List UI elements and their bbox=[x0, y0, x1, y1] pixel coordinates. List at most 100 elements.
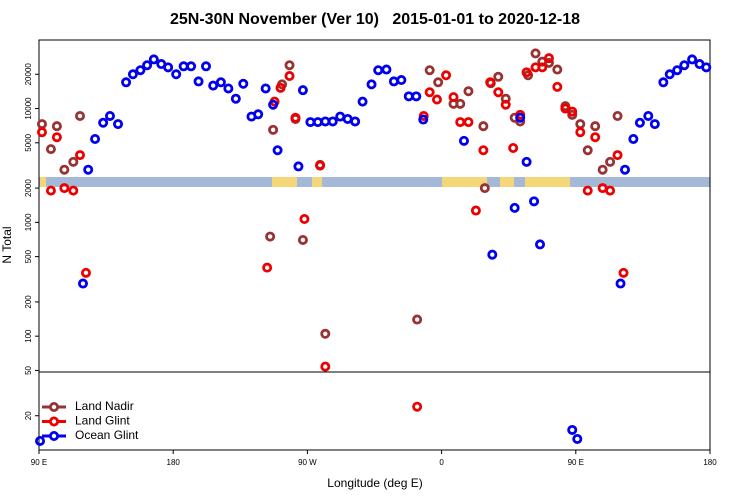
point bbox=[68, 156, 79, 167]
y-tick-label: 500 bbox=[24, 249, 33, 263]
x-tick-label: 90 W bbox=[298, 458, 317, 467]
point bbox=[208, 80, 219, 91]
point bbox=[388, 76, 399, 87]
chart-title: 25N-30N November (Ver 10) 2015-01-01 to … bbox=[170, 11, 580, 28]
plot-frame bbox=[38, 39, 711, 451]
point bbox=[265, 231, 276, 242]
point bbox=[75, 150, 86, 161]
point bbox=[448, 92, 459, 103]
y-tick-label: 1000 bbox=[24, 213, 33, 231]
point bbox=[612, 110, 623, 121]
point bbox=[649, 119, 660, 130]
map-strip bbox=[39, 177, 710, 187]
point bbox=[104, 110, 115, 121]
point bbox=[431, 94, 442, 105]
point bbox=[552, 64, 563, 75]
point bbox=[521, 156, 532, 167]
point bbox=[463, 86, 474, 97]
x-tick-label: 180 bbox=[167, 458, 181, 467]
legend-marker bbox=[49, 430, 60, 441]
point bbox=[470, 205, 481, 216]
point bbox=[193, 76, 204, 87]
point bbox=[537, 62, 548, 73]
point bbox=[582, 185, 593, 196]
y-tick-label: 200 bbox=[24, 295, 33, 309]
point bbox=[412, 314, 423, 325]
point bbox=[83, 164, 94, 175]
point bbox=[284, 60, 295, 71]
point bbox=[77, 278, 88, 289]
point bbox=[163, 62, 174, 73]
point bbox=[572, 433, 583, 444]
point bbox=[299, 214, 310, 225]
point bbox=[59, 183, 70, 194]
point bbox=[297, 234, 308, 245]
point bbox=[552, 81, 563, 92]
point bbox=[45, 185, 56, 196]
point bbox=[290, 112, 301, 123]
point bbox=[597, 164, 608, 175]
point bbox=[201, 61, 212, 72]
point bbox=[253, 109, 264, 120]
point bbox=[284, 71, 295, 82]
point bbox=[272, 145, 283, 156]
point bbox=[521, 67, 532, 78]
point bbox=[590, 121, 601, 132]
point bbox=[51, 132, 62, 143]
point bbox=[327, 116, 338, 127]
point bbox=[618, 267, 629, 278]
legend-label: Land Nadir bbox=[75, 399, 134, 413]
legend-marker bbox=[49, 401, 60, 412]
point bbox=[605, 185, 616, 196]
point bbox=[500, 99, 511, 110]
point bbox=[412, 401, 423, 412]
point bbox=[51, 121, 62, 132]
point bbox=[543, 57, 554, 68]
point bbox=[36, 127, 47, 138]
y-tick-label: 10000 bbox=[24, 97, 33, 120]
legend-marker bbox=[49, 416, 60, 427]
point bbox=[90, 133, 101, 144]
point bbox=[567, 106, 578, 117]
point bbox=[411, 91, 422, 102]
point bbox=[634, 117, 645, 128]
point bbox=[320, 361, 331, 372]
y-tick-label: 100 bbox=[24, 329, 33, 343]
x-tick-label: 0 bbox=[439, 458, 444, 467]
point bbox=[127, 69, 138, 80]
y-axis-label: N Total bbox=[0, 226, 14, 263]
point bbox=[643, 110, 654, 121]
point bbox=[658, 77, 669, 88]
point bbox=[530, 48, 541, 59]
point bbox=[433, 77, 444, 88]
point bbox=[508, 143, 519, 154]
point bbox=[35, 435, 46, 446]
point bbox=[543, 53, 554, 64]
point bbox=[268, 99, 279, 110]
point bbox=[664, 69, 675, 80]
point bbox=[424, 65, 435, 76]
point bbox=[679, 60, 690, 71]
point bbox=[396, 75, 407, 86]
point bbox=[148, 54, 159, 65]
point bbox=[441, 70, 452, 81]
point bbox=[297, 85, 308, 96]
point bbox=[612, 150, 623, 161]
point bbox=[575, 127, 586, 138]
point bbox=[485, 77, 496, 88]
point bbox=[75, 110, 86, 121]
point bbox=[509, 202, 520, 213]
x-tick-label: 90 E bbox=[31, 458, 47, 467]
point bbox=[487, 249, 498, 260]
point bbox=[455, 98, 466, 109]
point bbox=[373, 65, 384, 76]
point bbox=[493, 71, 504, 82]
point bbox=[366, 79, 377, 90]
point bbox=[45, 144, 56, 155]
point bbox=[68, 185, 79, 196]
point bbox=[567, 424, 578, 435]
point bbox=[455, 117, 466, 128]
point bbox=[418, 114, 429, 125]
x-tick-label: 90 E bbox=[568, 458, 584, 467]
